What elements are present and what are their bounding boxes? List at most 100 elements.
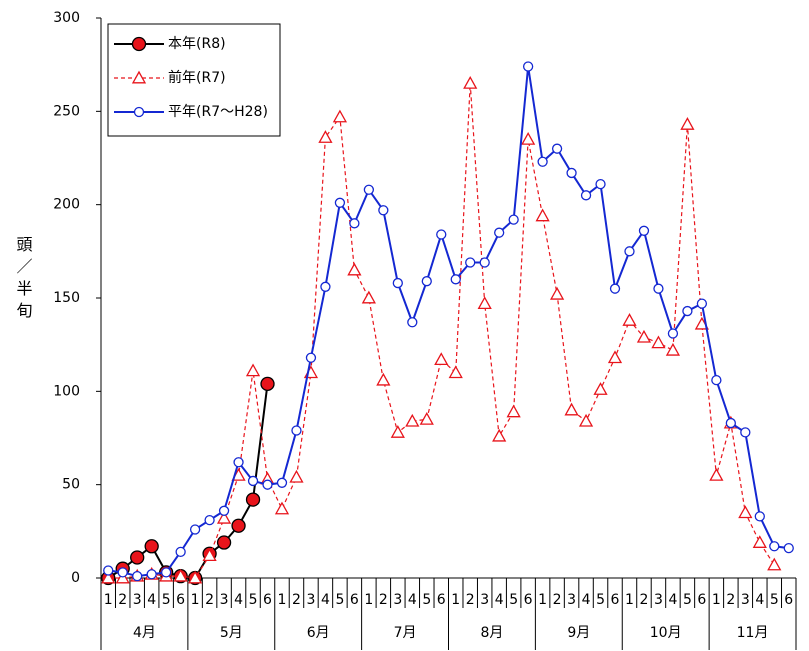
marker bbox=[245, 363, 261, 377]
marker bbox=[216, 510, 232, 524]
marker bbox=[638, 225, 650, 236]
marker bbox=[216, 535, 232, 550]
marker bbox=[450, 274, 461, 285]
marker bbox=[320, 281, 331, 292]
marker bbox=[103, 565, 114, 576]
x-tick-label: 4 bbox=[321, 592, 330, 608]
series-line bbox=[107, 383, 269, 580]
marker bbox=[725, 417, 736, 429]
y-tick-label: 0 bbox=[71, 570, 80, 586]
x-tick-label: 1 bbox=[364, 592, 373, 608]
marker bbox=[274, 501, 290, 515]
x-tick-label: 3 bbox=[480, 592, 489, 608]
marker bbox=[580, 190, 592, 201]
marker bbox=[390, 425, 405, 438]
marker bbox=[665, 342, 681, 356]
marker bbox=[405, 413, 420, 427]
x-tick-label: 5 bbox=[162, 592, 171, 608]
x-tick-label: 1 bbox=[451, 592, 460, 608]
marker bbox=[492, 428, 507, 442]
marker bbox=[463, 75, 478, 89]
x-tick-label: 6 bbox=[176, 592, 185, 608]
x-tick-label: 1 bbox=[278, 592, 287, 608]
x-tick-label: 1 bbox=[191, 592, 200, 608]
group-label: 4月 bbox=[133, 625, 156, 641]
marker bbox=[247, 475, 259, 487]
marker bbox=[407, 317, 418, 328]
group-label: 6月 bbox=[307, 625, 330, 641]
marker bbox=[117, 567, 128, 578]
x-tick-label: 1 bbox=[538, 592, 547, 608]
marker bbox=[738, 505, 753, 519]
marker bbox=[334, 197, 346, 208]
marker bbox=[636, 329, 652, 343]
marker bbox=[188, 570, 203, 584]
marker bbox=[479, 257, 490, 268]
marker bbox=[349, 218, 360, 229]
marker bbox=[522, 61, 534, 72]
x-tick-label: 4 bbox=[147, 592, 156, 608]
marker bbox=[506, 404, 521, 418]
x-tick-label: 2 bbox=[553, 592, 562, 608]
marker bbox=[332, 109, 348, 123]
x-tick-label: 1 bbox=[712, 592, 721, 608]
marker bbox=[752, 535, 767, 548]
marker bbox=[667, 328, 679, 339]
marker bbox=[204, 514, 215, 526]
x-tick-label: 4 bbox=[495, 592, 504, 608]
group-label: 8月 bbox=[480, 625, 503, 641]
marker bbox=[202, 548, 217, 562]
marker bbox=[189, 524, 201, 535]
x-tick-label: 2 bbox=[118, 592, 127, 608]
x-tick-label: 5 bbox=[249, 592, 258, 608]
marker bbox=[419, 411, 434, 425]
y-tick-label: 50 bbox=[62, 477, 80, 493]
x-tick-label: 6 bbox=[524, 592, 533, 608]
x-tick-label: 2 bbox=[292, 592, 301, 608]
marker bbox=[521, 131, 536, 145]
x-tick-label: 3 bbox=[567, 592, 576, 608]
y-tick-label: 150 bbox=[53, 290, 80, 306]
marker bbox=[711, 374, 722, 386]
x-tick-label: 4 bbox=[668, 592, 677, 608]
x-tick-label: 5 bbox=[683, 592, 692, 608]
x-tick-label: 6 bbox=[263, 592, 272, 608]
marker bbox=[622, 313, 637, 326]
marker bbox=[289, 469, 304, 483]
x-tick-label: 4 bbox=[582, 592, 591, 608]
marker bbox=[132, 570, 143, 582]
marker bbox=[624, 246, 635, 257]
x-tick-label: 1 bbox=[104, 592, 113, 608]
group-label: 11月 bbox=[737, 625, 769, 641]
marker bbox=[566, 167, 577, 179]
marker bbox=[233, 457, 244, 468]
marker bbox=[218, 505, 230, 516]
legend-marker bbox=[131, 36, 147, 52]
marker bbox=[245, 492, 261, 507]
x-tick-label: 3 bbox=[306, 592, 315, 608]
x-tick-label: 3 bbox=[220, 592, 229, 608]
marker bbox=[173, 568, 188, 582]
marker bbox=[477, 296, 492, 310]
marker bbox=[651, 335, 666, 349]
marker bbox=[709, 467, 724, 481]
marker bbox=[448, 365, 463, 379]
marker bbox=[578, 413, 594, 427]
marker bbox=[682, 305, 693, 317]
x-tick-label: 2 bbox=[466, 592, 475, 608]
x-tick-label: 6 bbox=[697, 592, 706, 608]
legend-label: 前年(R7) bbox=[168, 69, 226, 86]
marker bbox=[551, 143, 563, 154]
x-tick-label: 3 bbox=[741, 592, 750, 608]
marker bbox=[363, 184, 375, 195]
x-tick-label: 5 bbox=[335, 592, 344, 608]
x-tick-label: 5 bbox=[509, 592, 518, 608]
x-tick-label: 2 bbox=[379, 592, 388, 608]
marker bbox=[508, 214, 519, 225]
legend-marker bbox=[133, 106, 145, 118]
marker bbox=[161, 567, 172, 578]
marker bbox=[260, 376, 275, 392]
x-tick-label: 6 bbox=[611, 592, 620, 608]
marker bbox=[653, 283, 664, 294]
